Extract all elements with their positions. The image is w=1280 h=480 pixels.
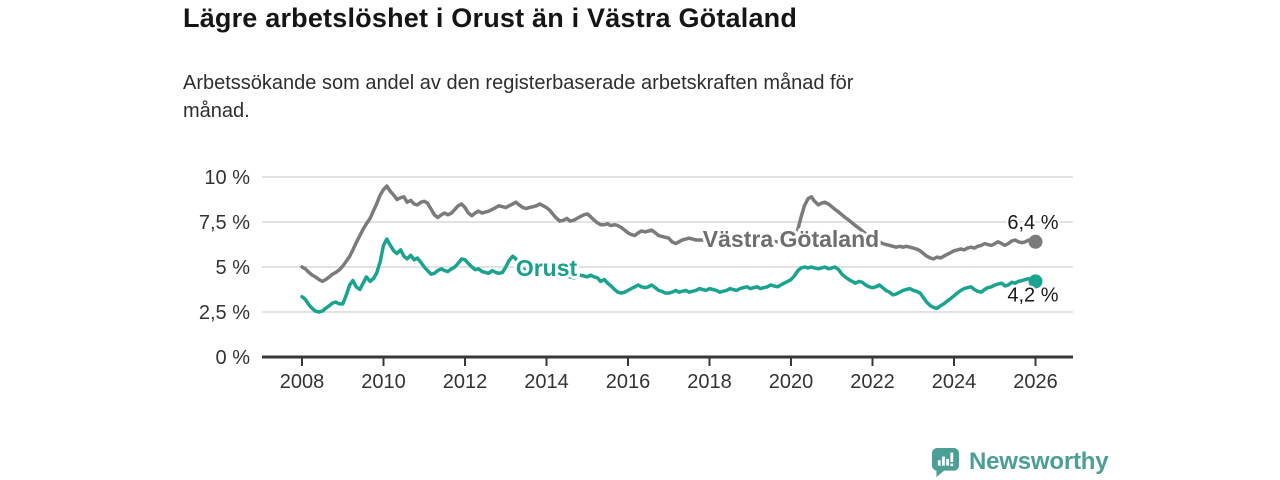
brand-footer: Newsworthy [931,446,1109,478]
y-tick-label: 5 % [216,257,251,279]
x-tick-label: 2018 [687,371,732,393]
chart-subtitle: Arbetssökande som andel av den registerb… [183,69,853,125]
chart-title: Lägre arbetslöshet i Orust än i Västra G… [183,3,798,33]
x-tick-label: 2022 [850,371,895,393]
y-tick-label: 2,5 % [199,302,250,324]
series-end-dot-orust [1028,274,1043,289]
x-tick-label: 2012 [443,371,488,393]
series-line-orust [300,237,1038,314]
y-tick-label: 10 % [204,167,250,189]
brand-name: Newsworthy [969,448,1109,475]
x-tick-label: 2024 [932,371,977,393]
chart-subtitle-line-2: månad. [183,100,250,122]
x-tick-label: 2010 [361,371,406,393]
series-end-value-vastra-gotaland: 6,4 % [1007,212,1058,234]
series-label-orust: Orust [516,255,578,281]
series-end-value-orust: 4,2 % [1007,284,1058,306]
x-tick-label: 2026 [1013,371,1058,393]
series-end-dot-vastra-gotaland [1028,234,1043,249]
x-tick-label: 2016 [606,371,651,393]
series-label-vastra-gotaland: Västra Götaland [703,226,879,252]
y-tick-label: 0 % [216,347,251,369]
x-tick-label: 2008 [280,371,325,393]
x-tick-label: 2020 [769,371,814,393]
x-tick-label: 2014 [524,371,569,393]
y-tick-label: 7,5 % [199,212,250,234]
chart-subtitle-line-1: Arbetssökande som andel av den registerb… [183,72,854,94]
bar-chart-speech-bubble-icon [931,447,960,477]
series-line-vastra-gotaland [300,184,1038,284]
